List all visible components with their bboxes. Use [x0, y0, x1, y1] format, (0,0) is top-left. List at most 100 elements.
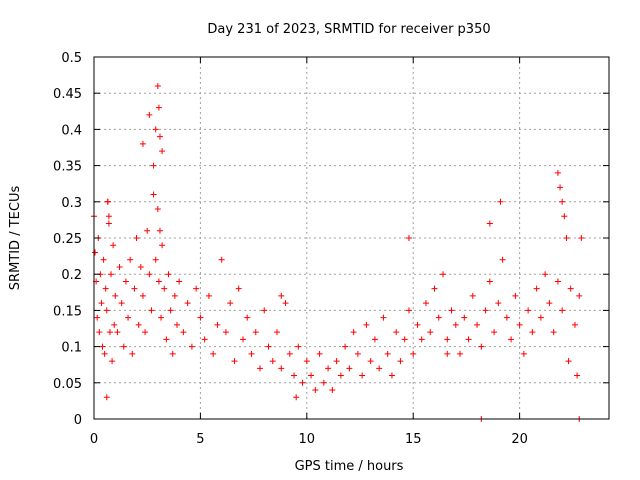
data-point [252, 329, 259, 336]
data-point [559, 307, 566, 314]
y-tick-label: 0.5 [61, 51, 82, 66]
data-point [120, 343, 127, 350]
data-point [110, 242, 117, 249]
data-point [554, 169, 561, 176]
y-tick-label: 0.3 [61, 196, 82, 211]
data-point [465, 336, 472, 343]
data-point [401, 336, 408, 343]
data-point [105, 213, 112, 220]
data-point [578, 235, 585, 241]
grid-lines [94, 57, 609, 419]
data-point [146, 111, 153, 118]
data-point [499, 256, 506, 263]
data-point [384, 350, 391, 357]
data-point [154, 206, 161, 213]
data-point [274, 329, 281, 336]
data-point [291, 372, 298, 379]
data-point [495, 300, 502, 307]
data-point [516, 321, 523, 328]
data-point [503, 314, 510, 321]
data-point [122, 278, 129, 285]
data-point [129, 350, 136, 357]
data-point [414, 321, 421, 328]
data-point [152, 256, 159, 263]
data-point [461, 314, 468, 321]
data-point [156, 133, 163, 140]
data-point [278, 292, 285, 299]
data-point [557, 184, 564, 191]
y-tick-label: 0 [74, 413, 82, 428]
data-point [563, 235, 570, 241]
data-point [103, 307, 110, 314]
data-point [171, 292, 178, 299]
data-point [478, 343, 485, 350]
data-point [148, 307, 155, 314]
data-point [231, 358, 238, 365]
data-point [486, 220, 493, 227]
data-point [474, 321, 481, 328]
y-tick-label: 0.35 [53, 160, 82, 175]
data-point [101, 350, 108, 357]
data-point [550, 329, 557, 336]
data-point [150, 191, 157, 198]
data-point [533, 285, 540, 292]
y-tick-label: 0.1 [61, 341, 82, 356]
data-point [142, 329, 149, 336]
data-point [565, 358, 572, 365]
data-point [131, 285, 138, 292]
data-point [244, 314, 251, 321]
data-point [100, 256, 107, 263]
data-point [393, 329, 400, 336]
data-point [188, 343, 195, 350]
data-point [94, 314, 101, 321]
y-tick-label: 0.45 [53, 87, 82, 102]
data-point [108, 271, 115, 278]
data-point [214, 321, 221, 328]
data-point [380, 314, 387, 321]
y-tick-label: 0.4 [61, 123, 82, 138]
data-point [508, 336, 515, 343]
data-point [561, 213, 568, 220]
data-point [256, 365, 263, 372]
data-point [303, 358, 310, 365]
data-point [269, 358, 276, 365]
data-point [491, 329, 498, 336]
data-point [222, 329, 229, 336]
data-point [96, 329, 103, 336]
data-point [125, 314, 132, 321]
data-point [239, 336, 246, 343]
data-point [457, 350, 464, 357]
data-point [135, 321, 142, 328]
data-point [431, 285, 438, 292]
data-point [104, 198, 111, 205]
data-point [440, 271, 447, 278]
y-tick-label: 0.2 [61, 268, 82, 283]
plot-frame [93, 56, 610, 420]
x-tick-label: 15 [405, 432, 422, 447]
data-point [193, 285, 200, 292]
x-tick-label: 0 [90, 432, 98, 447]
data-point [282, 300, 289, 307]
data-point [554, 278, 561, 285]
y-tick-label: 0.25 [53, 232, 82, 247]
data-point [293, 394, 300, 401]
data-point [133, 235, 140, 241]
data-point [359, 372, 366, 379]
data-point [235, 285, 242, 292]
data-point [150, 162, 157, 169]
data-point [154, 82, 161, 89]
data-point [410, 350, 417, 357]
data-point [139, 292, 146, 299]
data-point [497, 198, 504, 205]
data-point [444, 350, 451, 357]
data-point [427, 329, 434, 336]
data-point [299, 379, 306, 386]
x-tick-label: 5 [196, 432, 204, 447]
data-point [92, 249, 99, 256]
data-point [261, 307, 268, 314]
axis-ticks: 0 0.05 0.1 0.15 0.2 0.25 0.3 0.35 0.4 0.45 0.5 0 5 10… [53, 51, 609, 447]
data-point [567, 285, 574, 292]
data-point [574, 372, 581, 379]
data-point [342, 343, 349, 350]
